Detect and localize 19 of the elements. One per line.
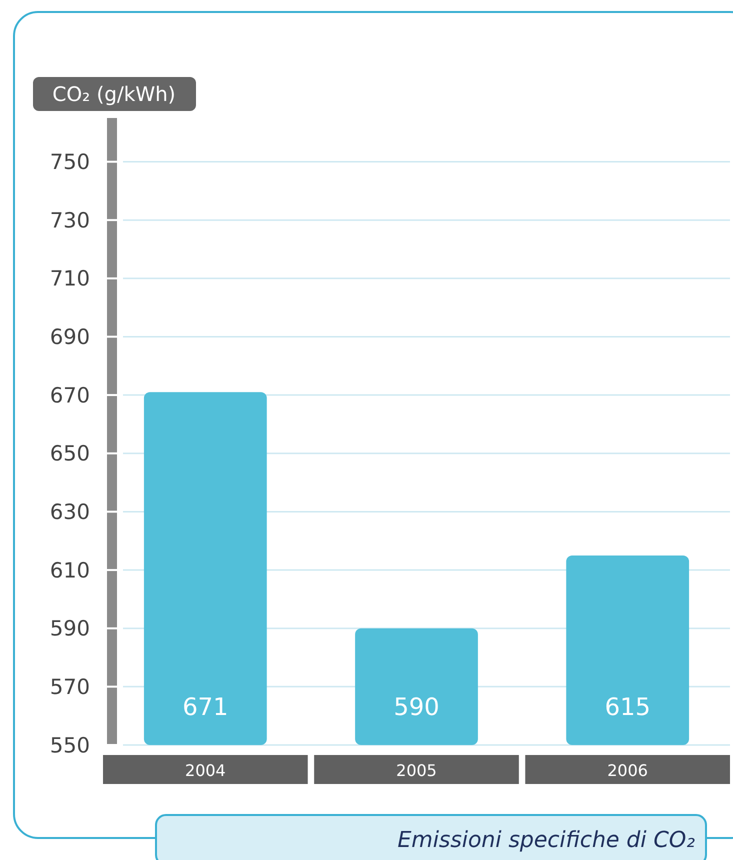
y-tick-label: 590: [50, 616, 90, 641]
y-tick-label: 650: [50, 442, 90, 466]
x-tick-label: 2006: [607, 761, 648, 780]
data-label: 615: [604, 693, 651, 721]
data-label: 590: [394, 693, 440, 721]
y-tick-label: 750: [50, 150, 90, 174]
y-tick-label: 570: [50, 675, 90, 700]
y-tick-label: 730: [50, 208, 90, 232]
y-tick-label: 550: [50, 733, 90, 758]
y-tick-label: 690: [50, 325, 90, 350]
y-tick-label: 710: [50, 266, 90, 291]
y-axis-title: CO₂ (g/kWh): [52, 82, 176, 106]
x-tick-label: 2004: [185, 761, 226, 780]
y-tick-label: 610: [50, 558, 90, 582]
y-tick-label: 670: [50, 383, 90, 408]
x-tick-label: 2005: [396, 761, 437, 780]
text: Emissioni specifiche di CO₂: [397, 828, 696, 853]
data-label: 671: [182, 693, 228, 721]
y-tick-label: 630: [50, 500, 90, 524]
